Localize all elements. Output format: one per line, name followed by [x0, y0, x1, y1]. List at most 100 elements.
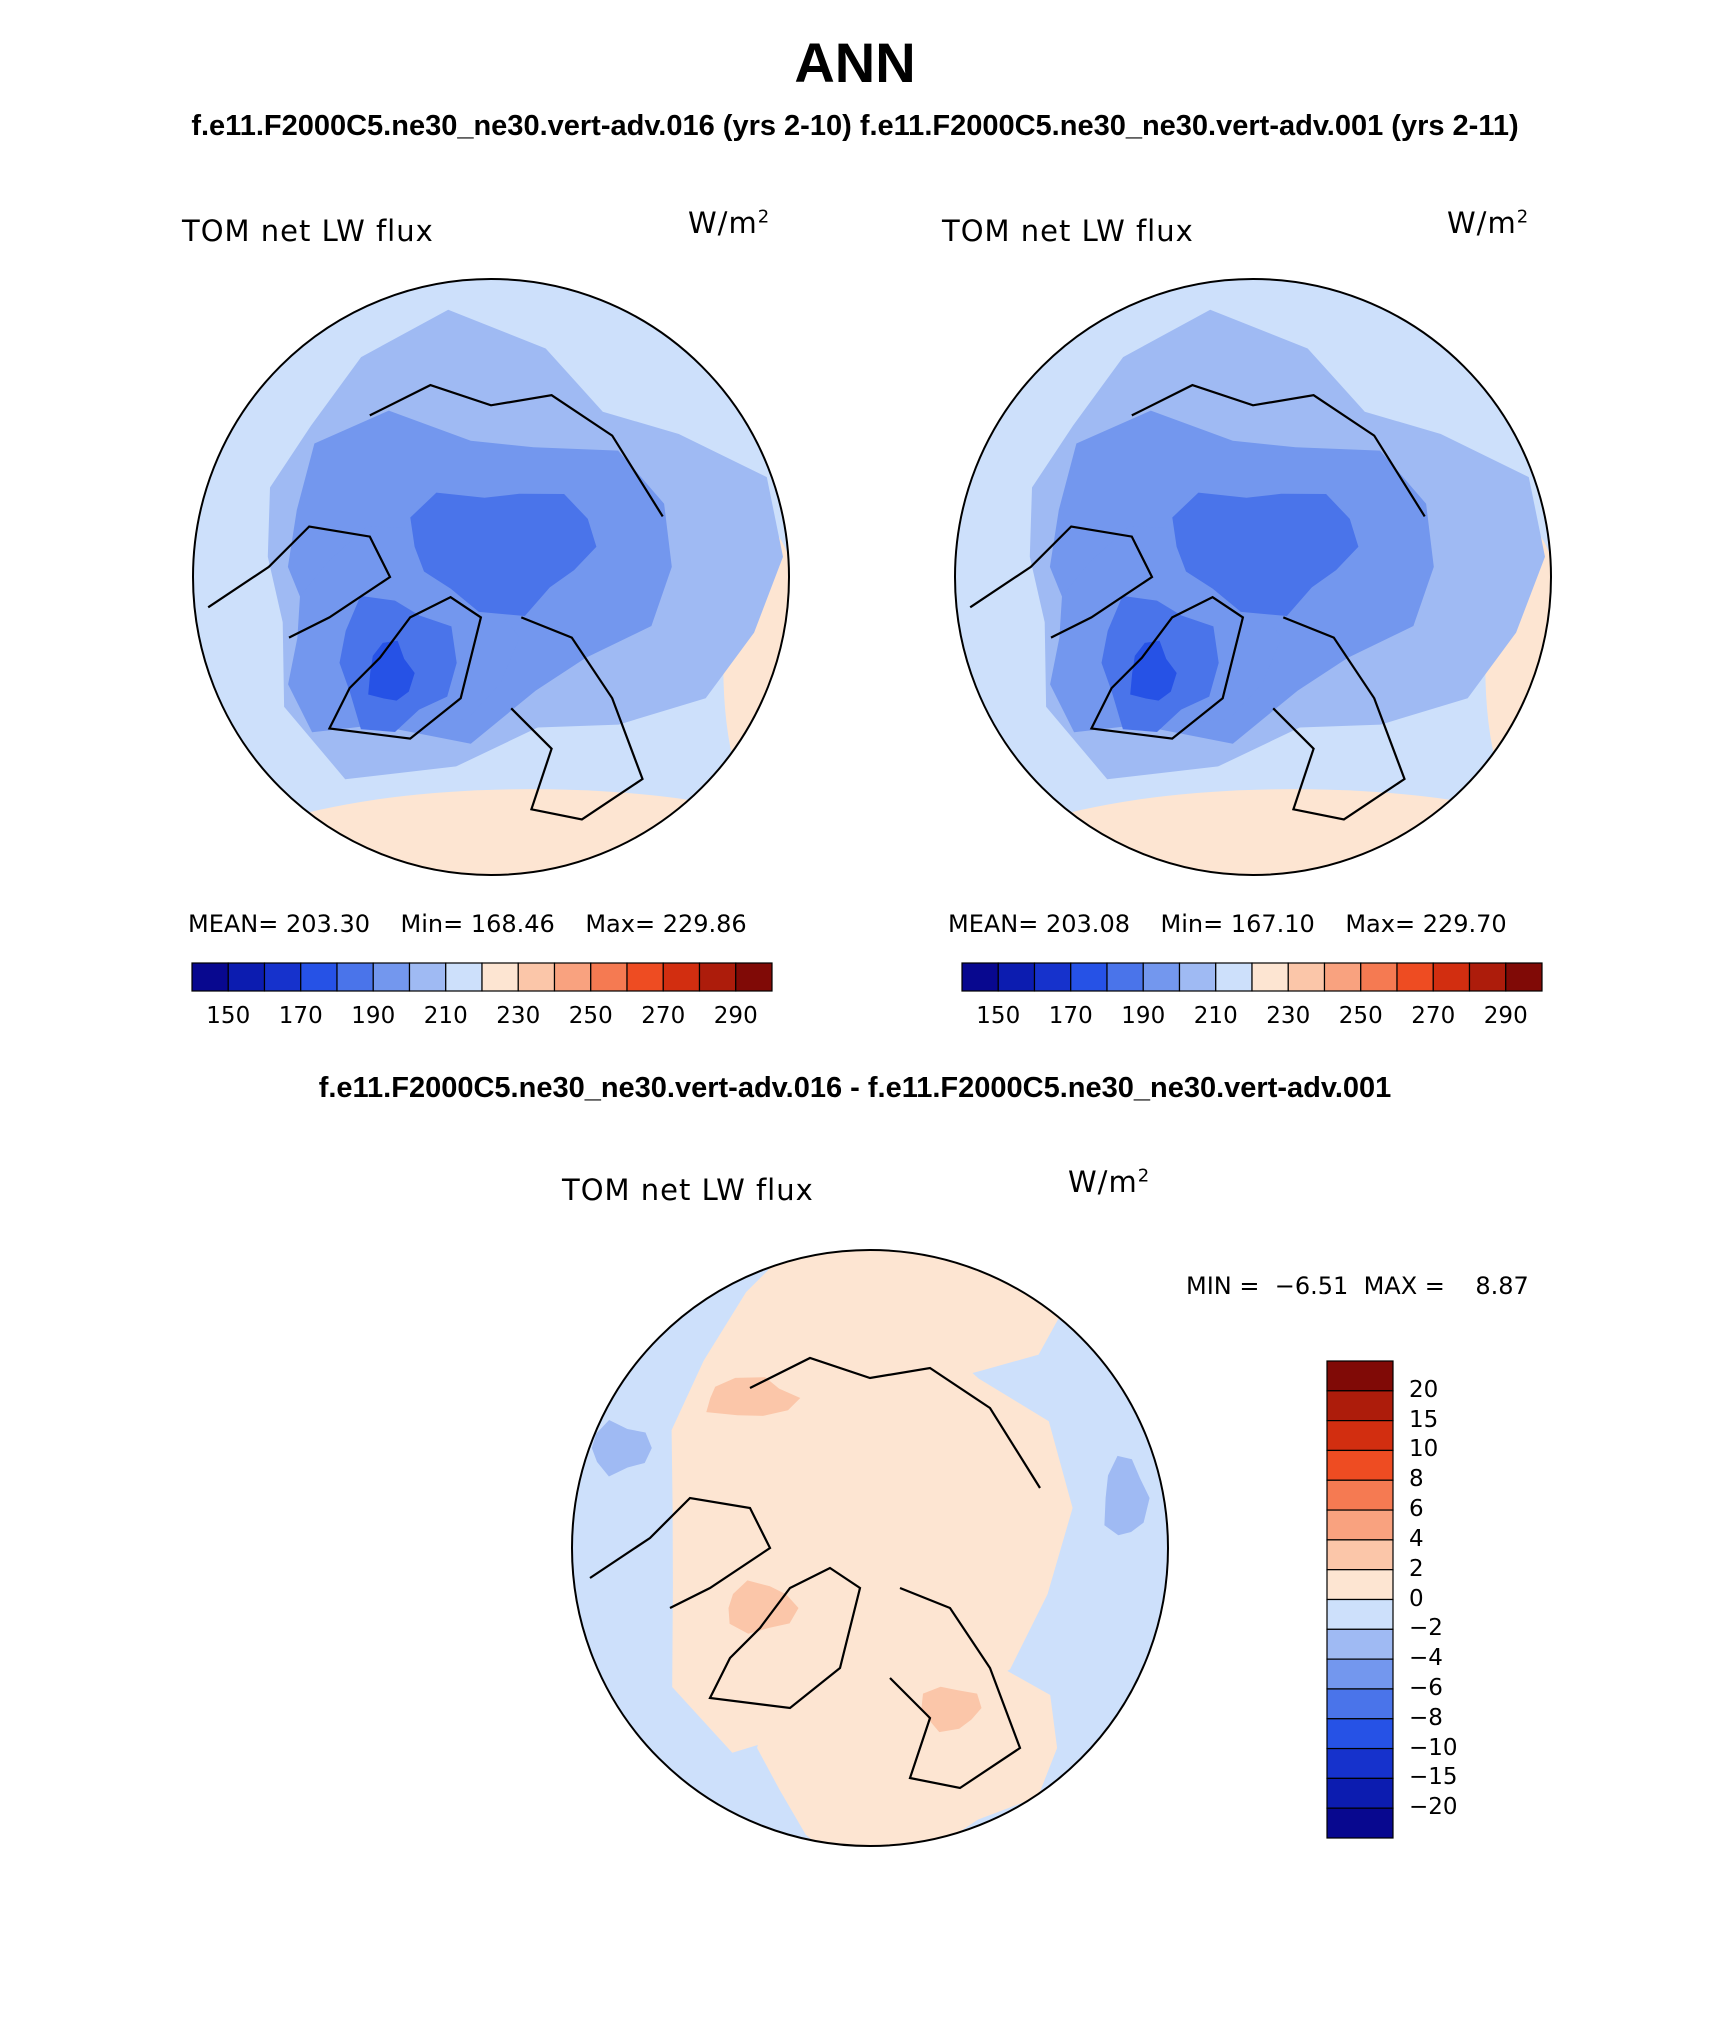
colorbar-swatch [735, 962, 773, 992]
panel-left-variable: TOM net LW flux [182, 214, 434, 248]
colorbar-swatch [336, 962, 374, 992]
colorbar-tick-label: 8 [1409, 1466, 1424, 1493]
colorbar-swatch [1326, 1569, 1394, 1601]
diff-max-label: MAX = [1363, 1272, 1445, 1300]
min-label: Min= [400, 910, 464, 938]
diff-min-value: −6.51 [1274, 1272, 1349, 1300]
colorbar-swatch [1326, 1479, 1394, 1511]
colorbar-swatch [191, 962, 229, 992]
colorbar-tick-label: 230 [496, 1003, 541, 1029]
colorbar-tick-label: −2 [1409, 1615, 1443, 1642]
colorbar-swatch [1326, 1390, 1394, 1422]
colorbar-tick-label: 270 [1411, 1003, 1456, 1029]
colorbar-swatch [1326, 1628, 1394, 1660]
max-value: 229.70 [1422, 910, 1507, 938]
colorbar-swatch [1326, 1420, 1394, 1452]
colorbar-swatch [1287, 962, 1326, 992]
colorbar-swatch [1142, 962, 1181, 992]
colorbar-tick-label: −20 [1409, 1794, 1458, 1821]
colorbar-swatch [1323, 962, 1362, 992]
panel-right-stats: MEAN= 203.08 Min= 167.10 Max= 229.70 [948, 910, 1507, 938]
colorbar-swatch [1326, 1688, 1394, 1720]
colorbar-tick-label: 0 [1409, 1585, 1424, 1612]
colorbar-swatch [1326, 1807, 1394, 1839]
colorbar-tick-label: −4 [1409, 1645, 1443, 1672]
figure-subtitle: f.e11.F2000C5.ne30_ne30.vert-adv.016 (yr… [191, 110, 1519, 142]
colorbar-swatch [1326, 1658, 1394, 1690]
colorbar-swatch [445, 962, 483, 992]
map-fill [193, 279, 789, 875]
colorbar-tick-label: 250 [1338, 1003, 1383, 1029]
panel-diff-units: W/m2 [1068, 1165, 1151, 1199]
colorbar-tick-label: 210 [1193, 1003, 1238, 1029]
mean-label: MEAN= [948, 910, 1039, 938]
coastlines [589, 1356, 1041, 1790]
colorbar-swatch [517, 962, 556, 992]
colorbar-swatch [1326, 1718, 1394, 1750]
colorbar-tick-label: 250 [568, 1003, 613, 1029]
colorbar-tick-label: −8 [1409, 1704, 1443, 1731]
colorbar-tick-label: 4 [1409, 1525, 1424, 1552]
colorbar-tick-label: −15 [1409, 1764, 1458, 1791]
colorbar-tick-label: 230 [1266, 1003, 1311, 1029]
panel-right-units: W/m2 [1447, 206, 1530, 240]
colorbar-swatch [590, 962, 628, 992]
colorbar-swatch [227, 962, 266, 992]
map-fill [572, 1250, 1168, 1846]
colorbar-swatch [997, 962, 1036, 992]
min-value: 168.46 [470, 910, 555, 938]
diff-max-value: 8.87 [1475, 1272, 1529, 1300]
panel-left-stats: MEAN= 203.30 Min= 168.46 Max= 229.86 [188, 910, 747, 938]
colorbar-tick-label: −6 [1409, 1674, 1443, 1701]
panel-left-units: W/m2 [688, 206, 771, 240]
colorbar-swatch [1326, 1747, 1394, 1779]
colorbar-tick-label: 150 [976, 1003, 1021, 1029]
colorbar-tick-label: 290 [713, 1003, 758, 1029]
colorbar-tick-label: 15 [1409, 1406, 1439, 1433]
colorbar-swatch [1326, 1360, 1394, 1392]
colorbar-tick-label: 270 [641, 1003, 686, 1029]
mean-value: 203.08 [1046, 910, 1130, 938]
colorbar-swatch [1326, 1777, 1394, 1809]
colorbar-tick-label: 170 [278, 1003, 323, 1029]
max-value: 229.86 [662, 910, 747, 938]
coastlines [207, 383, 664, 821]
panel-diff-variable: TOM net LW flux [562, 1173, 814, 1207]
colorbar-tick-label: 190 [351, 1003, 396, 1029]
colorbar-tick-label: 20 [1409, 1376, 1439, 1403]
diff-minmax: MIN = −6.51 MAX = 8.87 [1186, 1272, 1529, 1300]
colorbar-swatch [1326, 1598, 1394, 1630]
colorbar-tick-label: −10 [1409, 1734, 1458, 1761]
colorbar-swatch [1326, 1539, 1394, 1571]
max-label: Max= [1345, 910, 1416, 938]
colorbar-tick-label: 10 [1409, 1436, 1439, 1463]
colorbar-tick-label: 2 [1409, 1555, 1424, 1582]
max-label: Max= [585, 910, 656, 938]
colorbar-swatch [961, 962, 999, 992]
colorbar-swatch [372, 962, 411, 992]
colorbar-swatch [1326, 1509, 1394, 1541]
figure-title: ANN [794, 31, 916, 94]
colorbar-swatch [481, 962, 519, 992]
colorbar-swatch [1326, 1449, 1394, 1481]
colorbar-swatch [1505, 962, 1543, 992]
difference-title: f.e11.F2000C5.ne30_ne30.vert-adv.016 - f… [318, 1072, 1392, 1104]
colorbar-swatch [1432, 962, 1471, 992]
colorbar-tick-label: 210 [423, 1003, 468, 1029]
min-label: Min= [1160, 910, 1224, 938]
mean-label: MEAN= [188, 910, 279, 938]
colorbar-tick-label: 190 [1121, 1003, 1166, 1029]
colorbar-swatch [408, 962, 447, 992]
coastlines [969, 383, 1426, 821]
colorbar-swatch [698, 962, 737, 992]
colorbar-tick-label: 170 [1048, 1003, 1093, 1029]
colorbar-tick-label: 6 [1409, 1496, 1424, 1523]
panel-right-variable: TOM net LW flux [942, 214, 1194, 248]
colorbar-tick-label: 290 [1483, 1003, 1528, 1029]
